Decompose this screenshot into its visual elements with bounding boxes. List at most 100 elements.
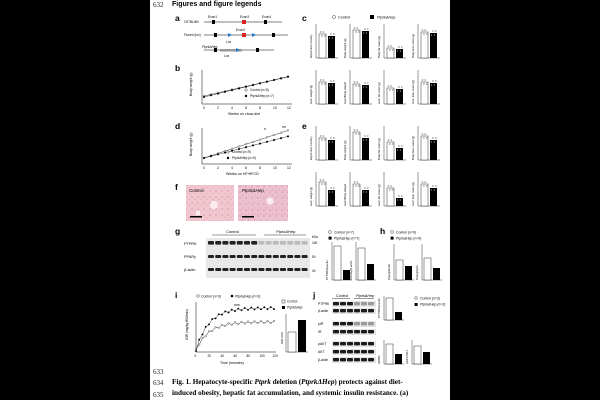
blot-band — [265, 255, 272, 258]
kda-label: 50 — [312, 255, 316, 259]
y-axis-label: Body weight (g) — [189, 72, 193, 96]
data-point — [253, 320, 256, 323]
x-tick-label: 6 — [245, 106, 247, 110]
bar-knockout — [362, 138, 369, 160]
legend-entry: PtprkΔHep (n=9) — [396, 237, 421, 241]
significance-mark: *** — [234, 304, 240, 310]
data-point — [387, 139, 390, 141]
kda-label: kDa — [312, 235, 318, 239]
legend-entry: PtprkΔHep (n=9) — [232, 156, 256, 160]
data-point — [366, 82, 369, 84]
lox-label: Lox — [224, 54, 230, 58]
bar-control — [318, 33, 327, 59]
y-axis-label: Body weight (g) — [343, 140, 347, 160]
legend-entry: PtprkΔHep (n=7) — [250, 94, 274, 98]
data-point — [389, 189, 391, 191]
blot-band — [347, 309, 353, 313]
blot-band — [361, 322, 367, 326]
blot-band — [272, 268, 279, 271]
data-point — [279, 137, 283, 140]
data-point — [423, 33, 425, 35]
data-point — [328, 141, 331, 143]
data-point — [390, 85, 393, 87]
data-point — [330, 33, 332, 35]
panel-b-chart: Body weight (g) 0 2 4 6 8 10 12 Weeks on chow … — [189, 70, 292, 116]
bar-knockout — [396, 89, 403, 104]
data-point — [286, 135, 290, 138]
blot-band — [347, 322, 353, 326]
data-point — [260, 320, 262, 323]
bar-knockout — [328, 190, 335, 206]
data-point — [273, 308, 275, 311]
panel-c-bars: Control PtprkΔHep Glycemia (mmol/L) Body … — [309, 15, 440, 105]
data-point — [433, 34, 436, 36]
data-point — [240, 309, 243, 312]
data-point — [272, 78, 276, 82]
figure-caption-line-1: Fig. 1. Hepatocyte-specific Ptprk deleti… — [172, 378, 403, 386]
data-point — [432, 30, 434, 32]
data-point — [209, 155, 213, 158]
blot-band — [340, 350, 346, 354]
blot-band — [258, 268, 265, 271]
x-tick-label: 10 — [273, 166, 277, 170]
y-axis-label: Body lean mass (g) — [411, 34, 415, 58]
data-point — [357, 31, 360, 33]
data-point — [355, 133, 357, 135]
data-point — [273, 320, 275, 323]
data-point — [330, 80, 332, 82]
data-point — [423, 185, 425, 187]
exon-label: Exon1 — [208, 15, 217, 19]
data-point — [250, 306, 253, 309]
data-point — [251, 140, 255, 143]
data-point — [389, 89, 391, 91]
data-point — [322, 179, 325, 181]
data-point — [330, 187, 332, 189]
blot-band — [215, 255, 222, 258]
data-point — [216, 92, 220, 95]
data-point — [263, 322, 266, 325]
blot-row-label: AKT — [318, 350, 325, 354]
data-point — [321, 83, 323, 85]
exon-label: Exon3 — [240, 15, 249, 19]
panel-f-histology: Control PtprkΔHep — [186, 185, 288, 221]
data-point — [202, 95, 206, 99]
bar-knockout — [423, 352, 430, 364]
data-point — [391, 49, 394, 51]
blot-band — [361, 358, 367, 362]
data-point — [432, 185, 434, 187]
data-point — [362, 86, 365, 88]
bar-knockout — [396, 148, 403, 160]
data-point — [357, 185, 360, 187]
panel-label-e: e — [302, 121, 307, 131]
data-point — [332, 187, 335, 189]
data-point — [223, 151, 227, 154]
data-point — [364, 135, 366, 137]
bar-control — [352, 29, 361, 59]
y-axis-label: Liver/Body weight — [343, 82, 347, 104]
x-tick-label: 8 — [259, 166, 261, 170]
x-tick-label: 2 — [217, 106, 219, 110]
data-point — [279, 77, 283, 80]
blot-band — [251, 241, 258, 245]
data-point — [319, 179, 322, 181]
data-point — [230, 323, 233, 326]
data-point — [251, 144, 255, 147]
legend-entry: PtprkΔHep — [377, 16, 395, 20]
data-point — [398, 145, 400, 147]
blot-band — [354, 322, 360, 326]
blot-band — [368, 342, 374, 346]
data-point — [237, 87, 241, 90]
panel-label-a: a — [175, 13, 180, 23]
data-point — [234, 321, 236, 324]
y-axis-label: GIR AUC — [280, 331, 284, 344]
data-point — [365, 32, 368, 34]
data-point — [421, 133, 424, 135]
y-axis-label: pAKT/AKT — [405, 350, 409, 364]
data-point — [322, 31, 325, 33]
data-point — [425, 33, 428, 35]
data-point — [365, 139, 368, 141]
data-point — [353, 181, 356, 183]
data-point — [434, 137, 437, 139]
data-point — [322, 135, 325, 137]
data-point — [364, 187, 366, 189]
